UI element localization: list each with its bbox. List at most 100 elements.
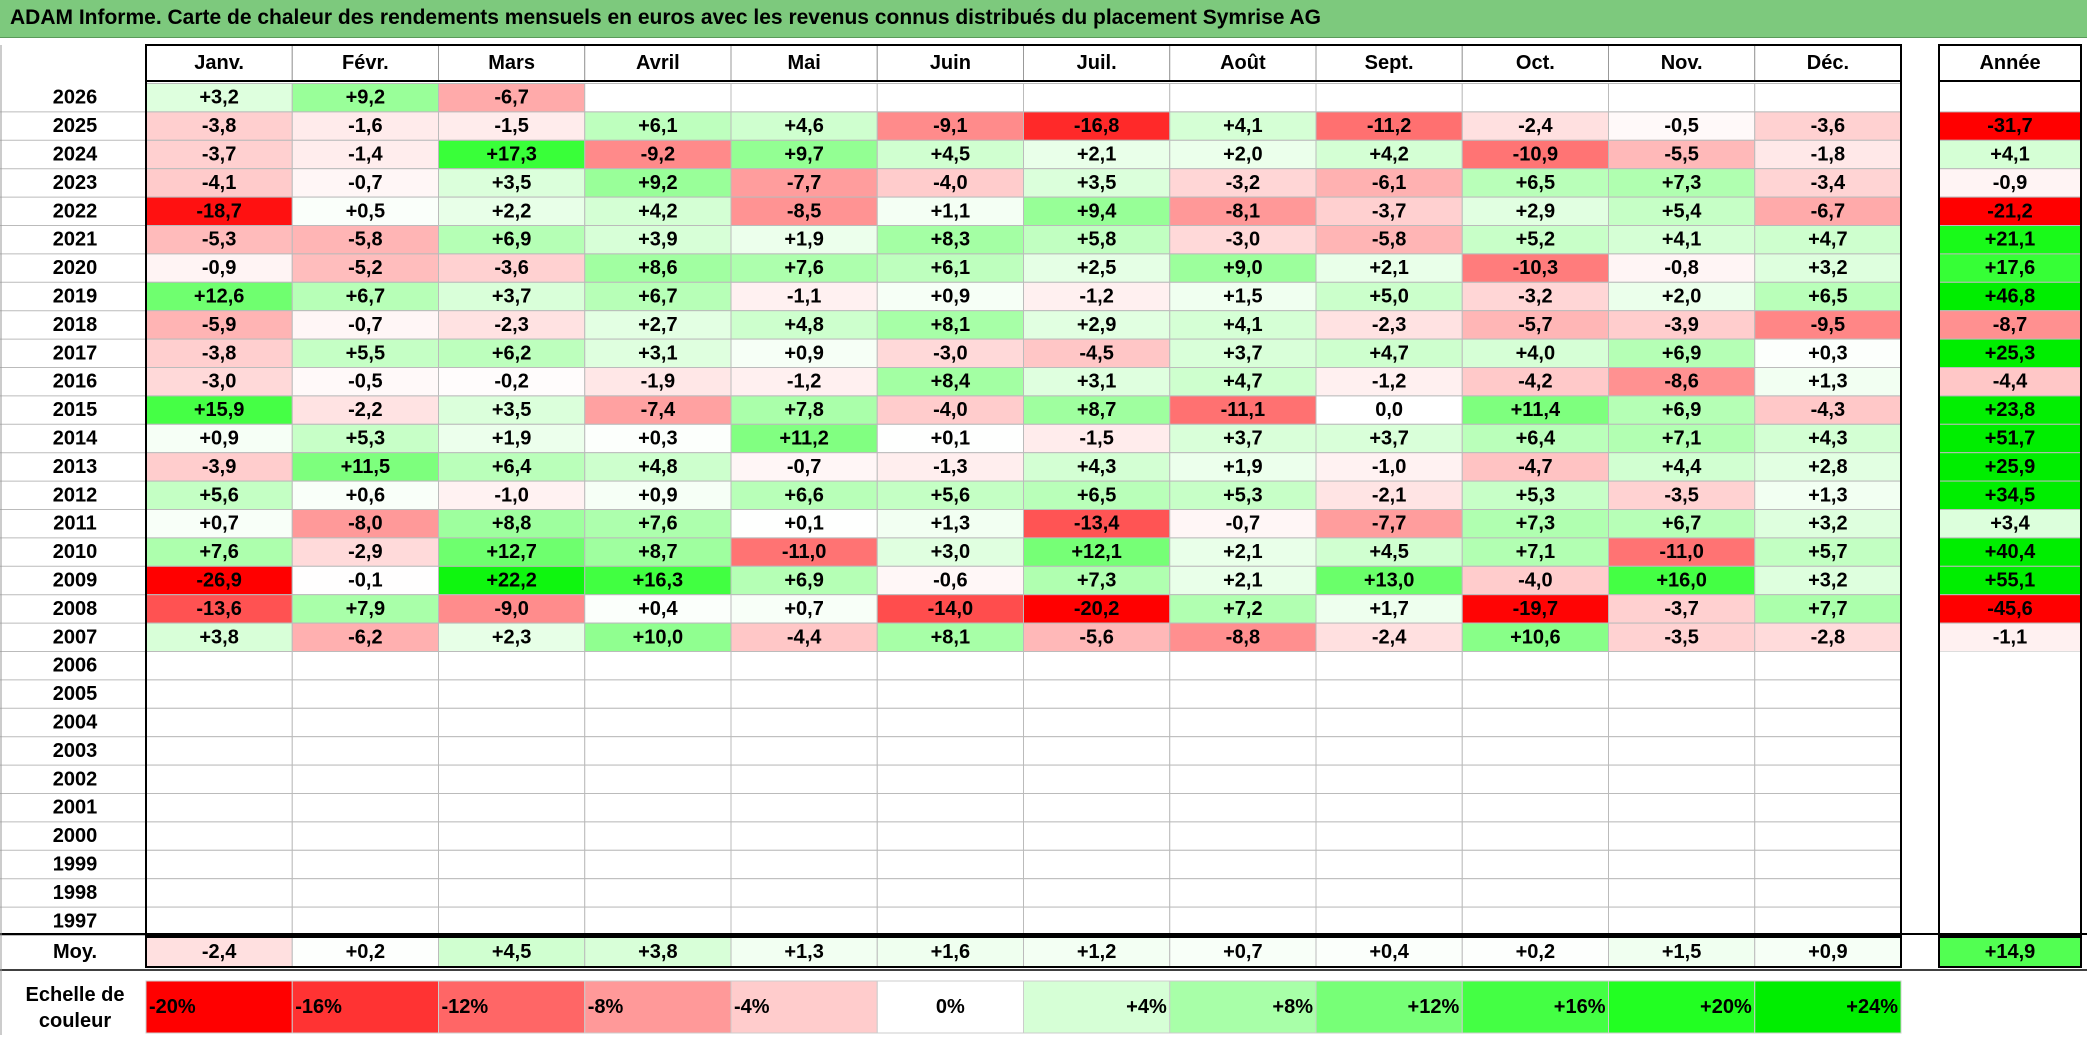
cell-value-label: +5,0: [1369, 286, 1408, 308]
heatmap-cell: [730, 111, 878, 141]
cell-value-label: -0,9: [202, 257, 236, 279]
heatmap-cell: [1315, 906, 1463, 936]
cell-value-label: +6,1: [931, 257, 970, 279]
average-value-label: +4,5: [492, 941, 531, 963]
heatmap-cell: [876, 878, 1024, 908]
heatmap-cell: [730, 281, 878, 312]
heatmap-cell: [876, 707, 1024, 738]
cell-value-label: +6,7: [346, 286, 385, 308]
cell-value-label: -6,1: [1372, 172, 1406, 194]
cell-value-label: +12,1: [1071, 541, 1122, 563]
heatmap-cell: [876, 83, 1024, 113]
year-label: 2026: [53, 87, 98, 109]
heatmap-cell: [291, 480, 439, 511]
title-bar: ADAM Informe. Carte de chaleur des rende…: [0, 0, 2087, 38]
heatmap-cell: [1754, 906, 1902, 936]
heatmap-cell: [1169, 565, 1317, 596]
heatmap-cell: [584, 139, 732, 170]
cell-value-label: +9,7: [784, 144, 823, 166]
cell-value-label: +9,4: [1077, 200, 1117, 222]
heatmap-cell: [1315, 310, 1463, 340]
cell-value-label: +2,7: [638, 314, 677, 336]
heatmap-cell: [584, 83, 732, 113]
heatmap-cell: [1608, 395, 1756, 425]
heatmap-cell: [730, 452, 878, 482]
heatmap-cell: [1169, 793, 1317, 823]
cell-value-label: +3,2: [1808, 257, 1847, 279]
cell-value-label: +9,0: [1223, 257, 1262, 279]
heatmap-cell: [1023, 849, 1171, 880]
heatmap-cell: [438, 452, 586, 482]
cell-value-label: +3,7: [492, 286, 531, 308]
cell-value-label: +6,9: [784, 570, 823, 592]
annual-cell: [1938, 565, 2082, 596]
annual-value-label: +51,7: [1985, 428, 2036, 450]
cell-value-label: +3,9: [638, 229, 677, 251]
heatmap-cell: [876, 679, 1024, 709]
cell-value-label: +0,9: [931, 286, 970, 308]
cell-value-label: -1,5: [494, 115, 528, 137]
heatmap-cell: [876, 565, 1024, 596]
cell-value-label: +8,7: [638, 541, 677, 563]
annual-cell: [1938, 537, 2082, 567]
heatmap-cell: [1023, 225, 1171, 255]
average-annual-cell: [1938, 936, 2082, 968]
heatmap-cell: [438, 906, 586, 936]
cell-value-label: +22,2: [486, 570, 537, 592]
heatmap-cell: [1315, 622, 1463, 652]
heatmap-cell: [876, 281, 1024, 312]
heatmap-cell: [1461, 196, 1609, 227]
cell-value-label: +7,2: [1223, 598, 1262, 620]
cell-value-label: +4,7: [1223, 371, 1262, 393]
cell-value-label: -19,7: [1513, 598, 1559, 620]
cell-value-label: -2,4: [1518, 115, 1553, 137]
cell-value-label: -1,2: [1372, 371, 1406, 393]
heatmap-cell: [876, 906, 1024, 936]
heatmap-cell: [1023, 395, 1171, 425]
heatmap-cell: [1169, 821, 1317, 851]
cell-value-label: +15,9: [194, 399, 245, 421]
heatmap-cell: [1608, 878, 1756, 908]
heatmap-cell: [145, 537, 293, 567]
month-header-label: Juin: [930, 52, 971, 74]
annual-value-label: -21,2: [1987, 200, 2033, 222]
year-label: 1998: [53, 882, 98, 904]
cell-value-label: +1,5: [1223, 286, 1262, 308]
heatmap-cell: [438, 622, 586, 652]
annual-value-label: +21,1: [1985, 229, 2036, 251]
scale-swatch-label: -8%: [588, 996, 624, 1018]
heatmap-cell: [1461, 651, 1609, 681]
heatmap-cell: [1461, 139, 1609, 170]
heatmap-cell: [730, 509, 878, 539]
heatmap-cell: [1169, 849, 1317, 880]
average-value-label: +1,5: [1662, 941, 1701, 963]
cell-value-label: -1,0: [494, 484, 528, 506]
heatmap-cell: [876, 821, 1024, 851]
heatmap-cell: [1461, 821, 1609, 851]
cell-value-label: +2,3: [492, 626, 531, 648]
heatmap-cell: [438, 111, 586, 141]
heatmap-cell: [1608, 310, 1756, 340]
cell-value-label: +2,8: [1808, 456, 1847, 478]
cell-value-label: +0,7: [199, 513, 238, 535]
cell-value-label: +5,4: [1662, 200, 1702, 222]
cell-value-label: +6,7: [1662, 513, 1701, 535]
cell-value-label: +0,9: [638, 484, 677, 506]
annual-value-label: +46,8: [1985, 286, 2036, 308]
heatmap-cell: [1461, 338, 1609, 369]
heatmap-cell: [291, 253, 439, 283]
cell-value-label: -2,1: [1372, 484, 1406, 506]
cell-value-label: +4,7: [1808, 229, 1847, 251]
heatmap-cell: [145, 793, 293, 823]
cell-value-label: +3,5: [492, 172, 531, 194]
cell-value-label: +0,4: [638, 598, 678, 620]
heatmap-cell: [1608, 83, 1756, 113]
heatmap-cell: [1461, 423, 1609, 454]
scale-swatch-label: +4%: [1126, 996, 1167, 1018]
heatmap-cell: [1169, 452, 1317, 482]
scale-swatch-label: +24%: [1846, 996, 1898, 1018]
heatmap-cell: [291, 878, 439, 908]
cell-value-label: +0,6: [346, 484, 385, 506]
year-label: 2010: [53, 541, 98, 563]
